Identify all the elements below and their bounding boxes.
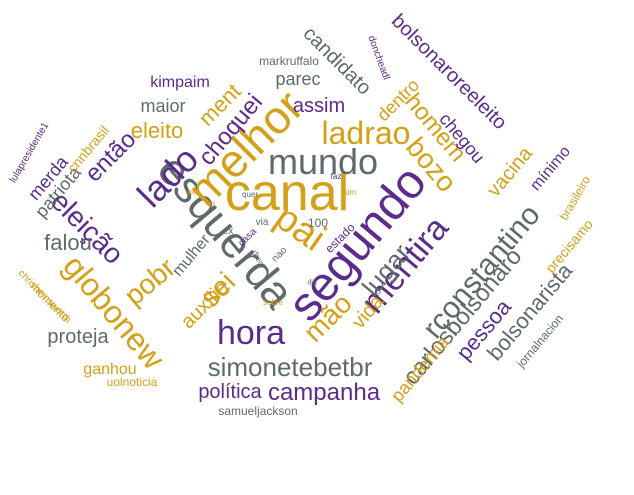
word-cloud-word: campanha xyxy=(267,379,381,406)
word-cloud-word: markruffalo xyxy=(259,54,319,68)
word-cloud-word: t3 xyxy=(209,201,215,209)
word-cloud-word: samueljackson xyxy=(218,404,298,418)
word-cloud-word: ganhou xyxy=(83,361,137,378)
word-cloud-word: canal xyxy=(224,164,350,222)
word-cloud-word: política xyxy=(198,381,262,403)
word-cloud-word: uolnoticia xyxy=(106,375,158,389)
word-cloud-word: dia xyxy=(307,279,317,287)
word-cloud-word: via xyxy=(255,217,269,228)
word-cloud-word: sim xyxy=(343,188,357,197)
word-cloud-word: pandemia xyxy=(386,332,454,406)
word-cloud-word: ex xyxy=(222,226,234,237)
word-cloud-word: maior xyxy=(140,96,186,116)
word-cloud-word: mulher xyxy=(169,231,214,280)
word-cloud-word: quer xyxy=(241,190,259,199)
word-cloud-word: kimpaim xyxy=(150,74,210,91)
word-cloud-word: proteja xyxy=(47,326,109,348)
word-cloud-word: vacina xyxy=(482,142,538,202)
word-cloud-word: assim xyxy=(292,95,346,117)
word-cloud-word: falou xyxy=(44,230,92,255)
word-cloud-word: hora xyxy=(216,314,286,352)
word-cloud-word: doncheadl xyxy=(365,34,392,82)
word-cloud-word: parec xyxy=(275,69,321,89)
word-cloud-word: eleito xyxy=(130,118,184,143)
word-cloud-word: voto xyxy=(185,189,199,197)
word-cloud-word: ladrao xyxy=(321,115,411,151)
word-cloud-word: simonetebetbr xyxy=(207,352,373,382)
word-cloud-word: 100 xyxy=(307,216,329,230)
word-cloud-word: brasileiro xyxy=(556,173,594,223)
word-cloud-word: mundo xyxy=(267,141,379,182)
word-cloud-word: sobre xyxy=(262,298,284,307)
word-cloud-word: mínimo xyxy=(527,143,574,195)
word-cloud-word: faz xyxy=(330,172,342,181)
